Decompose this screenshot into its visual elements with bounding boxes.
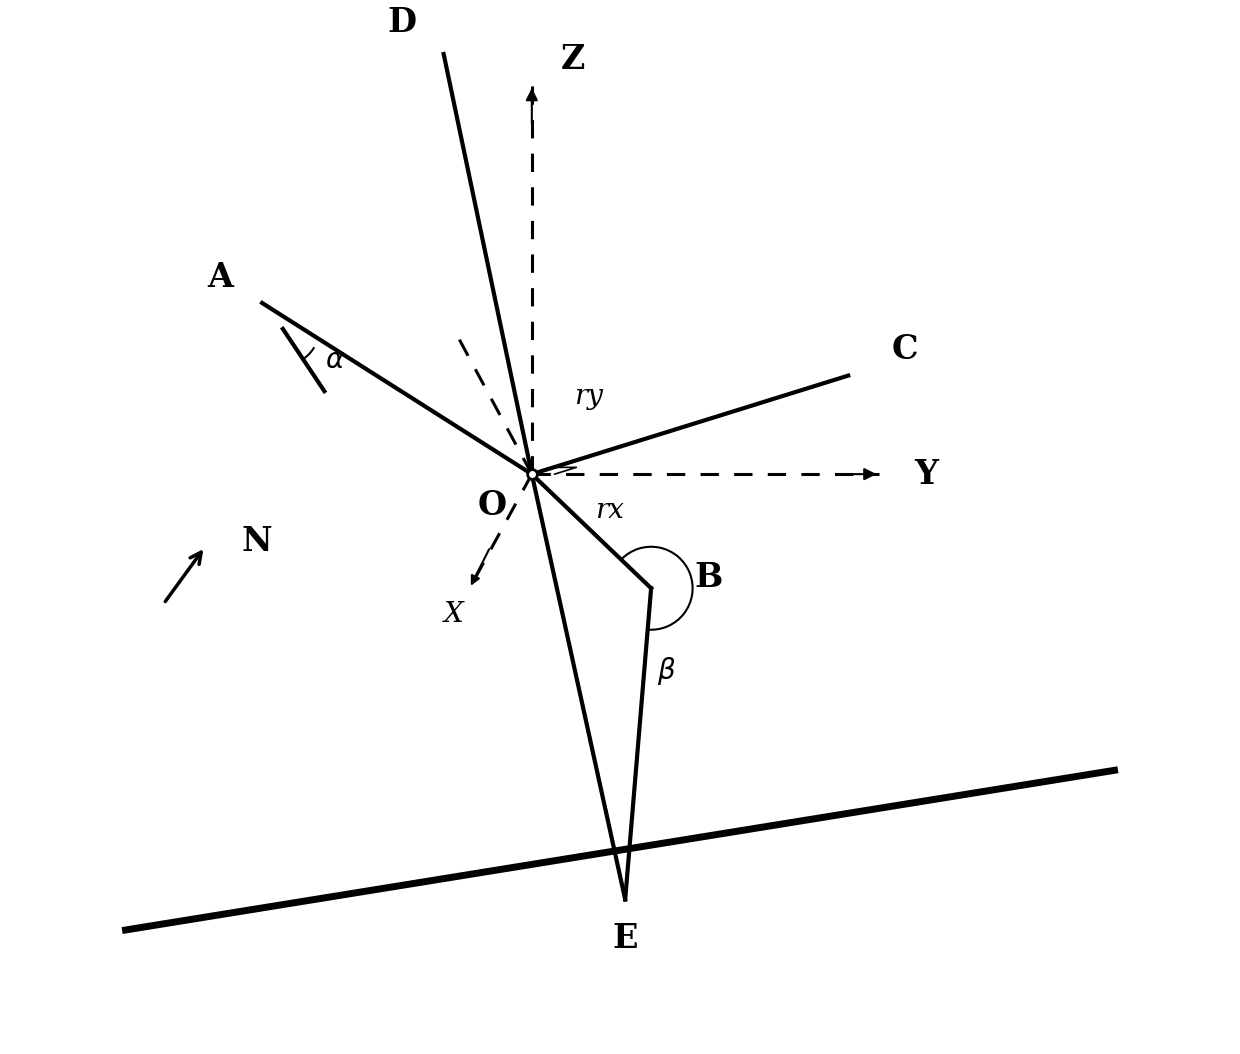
Text: ry: ry [574,383,604,410]
Text: A: A [208,260,233,294]
Text: B: B [694,562,723,594]
Text: N: N [242,525,273,558]
Text: Z: Z [562,43,585,76]
Text: O: O [477,489,507,522]
Text: rx: rx [595,496,624,524]
Text: C: C [892,333,919,366]
Text: $\alpha$: $\alpha$ [325,347,345,373]
Text: X: X [444,601,464,628]
Text: Y: Y [914,457,937,491]
Text: $\beta$: $\beta$ [657,656,676,687]
Text: D: D [388,6,417,39]
Text: E: E [613,922,637,955]
